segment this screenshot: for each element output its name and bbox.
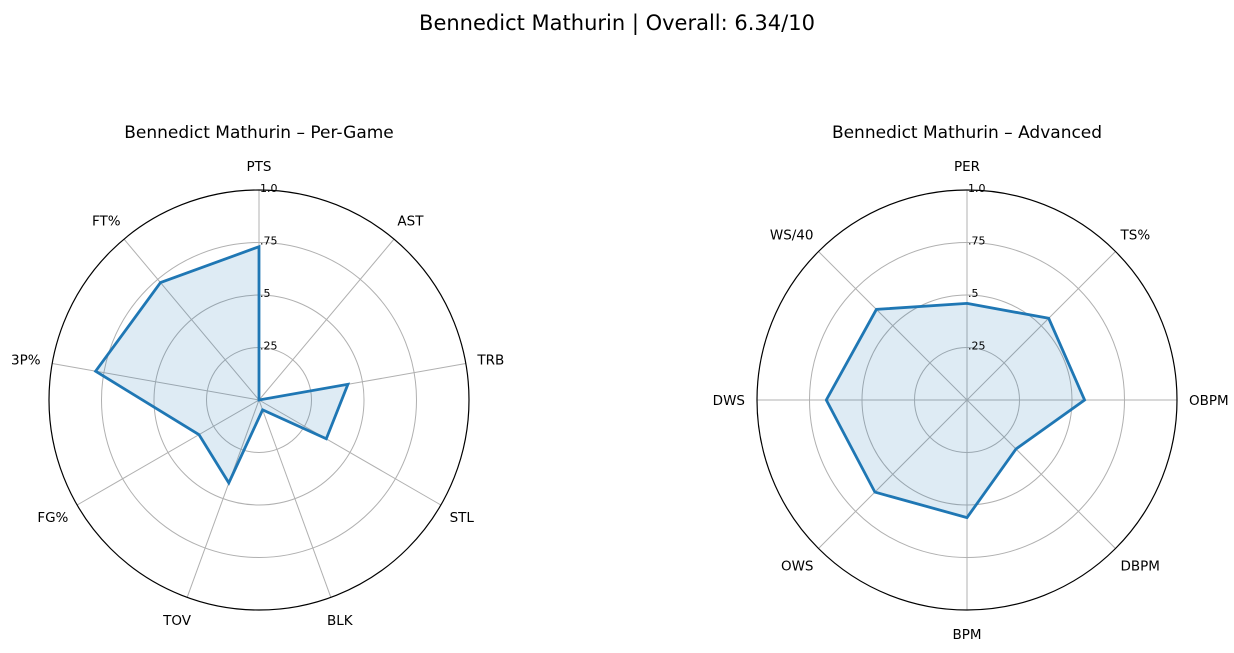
radial-tick-label: .5 (968, 287, 979, 300)
category-label-pts: PTS (247, 159, 272, 175)
grid-ring (101, 242, 417, 558)
chart-title-per-game: Bennedict Mathurin – Per-Game (124, 123, 394, 143)
category-label-tov: TOV (162, 613, 192, 629)
figure-title: Bennedict Mathurin | Overall: 6.34/10 (419, 11, 815, 36)
series-area (95, 246, 348, 483)
category-label-ws-40: WS/40 (770, 228, 814, 244)
category-label-obpm: OBPM (1189, 393, 1229, 409)
radial-tick-label: .75 (968, 235, 986, 248)
radar-grid (756, 189, 1178, 611)
radar-marks (93, 244, 351, 486)
radial-tick-label: 1.0 (968, 182, 986, 195)
outer-ring (756, 189, 1178, 611)
radial-tick-label: .25 (968, 340, 986, 353)
category-label-dbpm: DBPM (1121, 559, 1160, 575)
radar-marks (824, 301, 1087, 520)
radar-labels: .25 .5 .75 1.0 PTS AST TRB STL BLK TOV FG% 3P% FT% (11, 159, 504, 629)
category-label-ft-pct: FT% (92, 214, 121, 230)
radar-chart-advanced: Bennedict Mathurin – Advanced .25 .5 .75 1.… (713, 123, 1229, 643)
radial-tick-label: .5 (260, 287, 271, 300)
series-area (826, 303, 1085, 518)
category-label-dws: DWS (713, 393, 745, 409)
series-line (93, 244, 351, 486)
radial-tick-label: .25 (260, 340, 278, 353)
category-label-fg-pct: FG% (37, 510, 68, 526)
grid-ring (861, 294, 1073, 506)
grid-ring (914, 347, 1020, 453)
category-label-trb: TRB (476, 352, 504, 368)
category-label-blk: BLK (327, 613, 354, 629)
category-label-per: PER (954, 159, 980, 175)
category-label-ts-pct: TS% (1120, 228, 1151, 244)
category-label-stl: STL (450, 510, 475, 526)
radial-tick-label: 1.0 (260, 182, 278, 195)
category-label-bpm: BPM (952, 627, 981, 643)
radar-chart-per-game: Bennedict Mathurin – Per-Game .25 .5 .75 1.… (11, 123, 504, 629)
grid-ring (809, 242, 1125, 558)
chart-title-advanced: Bennedict Mathurin – Advanced (832, 123, 1102, 143)
category-label-ast: AST (397, 214, 424, 230)
category-label-3p-pct: 3P% (11, 352, 41, 368)
outer-ring (48, 189, 470, 611)
category-label-ows: OWS (781, 559, 814, 575)
radial-tick-label: .75 (260, 235, 278, 248)
radar-labels: .25 .5 .75 1.0 PER TS% OBPM DBPM BPM OWS DWS WS/40 (713, 159, 1229, 643)
